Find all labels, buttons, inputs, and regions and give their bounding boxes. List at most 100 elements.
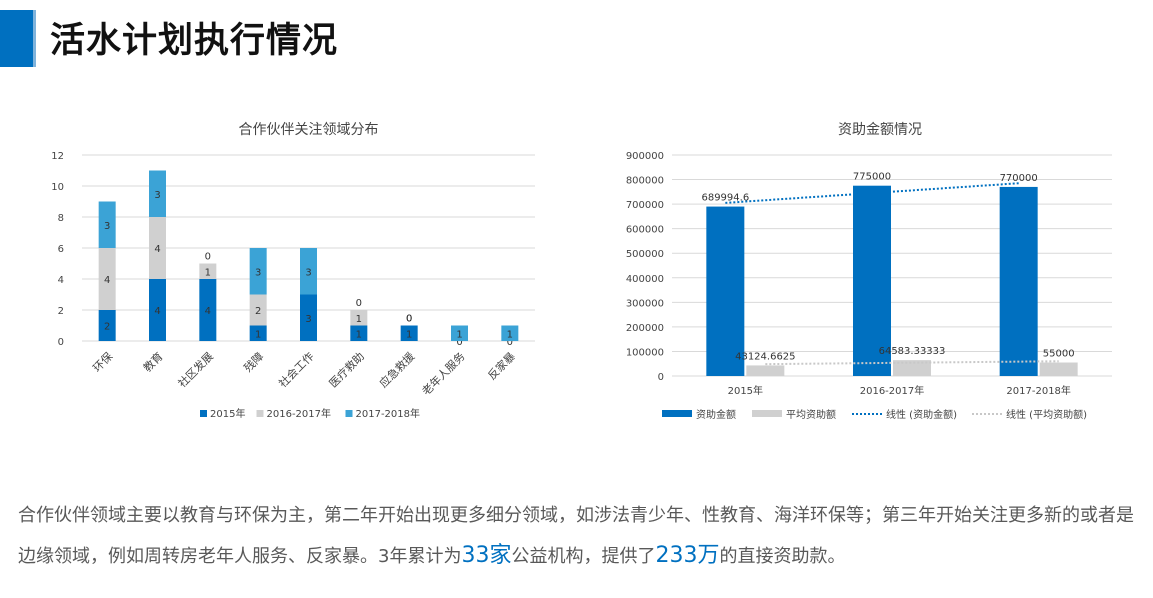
legend-label: 2016-2017年 bbox=[267, 407, 332, 420]
data-label: 775000 bbox=[853, 172, 891, 183]
data-label: 1 bbox=[356, 314, 362, 325]
data-label: 4 bbox=[205, 306, 211, 317]
y-tick-label: 100000 bbox=[626, 347, 664, 358]
bar-segment bbox=[451, 325, 468, 341]
bar-segment bbox=[350, 325, 368, 341]
data-label: 3 bbox=[305, 267, 311, 278]
category-label: 社区发展 bbox=[175, 349, 216, 390]
y-tick-label: 500000 bbox=[626, 249, 664, 260]
bar-segment bbox=[249, 325, 267, 341]
data-label: 2 bbox=[104, 322, 110, 333]
data-label: 0 bbox=[406, 314, 412, 325]
data-label: 43124.6625 bbox=[735, 351, 795, 362]
y-tick-label: 2 bbox=[58, 306, 64, 317]
page-title: 活水计划执行情况 bbox=[50, 21, 339, 61]
data-label: 0 bbox=[507, 337, 513, 348]
data-label: 689994.6 bbox=[701, 193, 749, 204]
data-label: 4 bbox=[104, 275, 110, 286]
bar bbox=[999, 186, 1038, 376]
data-label: 3 bbox=[305, 314, 311, 325]
bar-segment bbox=[350, 310, 368, 326]
summary-part-2: 公益机构，提供了 bbox=[511, 546, 656, 567]
legend-swatch bbox=[345, 410, 353, 417]
legend-swatch bbox=[752, 410, 782, 417]
bar-segment bbox=[300, 294, 317, 341]
legend-label: 2017-2018年 bbox=[356, 407, 421, 420]
legend-label: 线性 (资助金额) bbox=[886, 408, 957, 421]
category-label: 医疗救助 bbox=[326, 349, 367, 390]
title-accent-shadow bbox=[33, 10, 36, 67]
legend-swatch bbox=[256, 410, 264, 417]
category-label: 社会工作 bbox=[276, 349, 317, 390]
data-label: 3 bbox=[154, 190, 160, 201]
chart-title: 合作伙伴关注领域分布 bbox=[239, 122, 379, 138]
y-tick-label: 10 bbox=[51, 182, 64, 193]
legend-swatch bbox=[200, 410, 207, 417]
data-label: 2 bbox=[255, 306, 261, 317]
y-tick-label: 4 bbox=[58, 275, 64, 286]
bar-segment bbox=[249, 294, 267, 326]
data-label: 1 bbox=[255, 329, 261, 340]
data-label: 1 bbox=[406, 329, 412, 340]
summary-highlight-orgs: 33家 bbox=[461, 543, 512, 568]
y-tick-label: 800000 bbox=[626, 176, 664, 187]
category-label: 残障 bbox=[241, 349, 266, 374]
summary-text: 合作伙伴领域主要以教育与环保为主，第二年开始出现更多细分领域，如涉法青少年、性教… bbox=[18, 496, 1143, 577]
legend-label: 平均资助额 bbox=[786, 408, 836, 421]
data-label: 0 bbox=[356, 298, 362, 309]
category-label: 2017-2018年 bbox=[1006, 384, 1071, 397]
bar-segment bbox=[199, 263, 217, 279]
data-label: 0 bbox=[406, 314, 412, 325]
y-tick-label: 6 bbox=[58, 244, 64, 255]
bar-segment bbox=[501, 325, 519, 341]
category-label: 2015年 bbox=[728, 384, 763, 397]
data-label: 1 bbox=[507, 329, 513, 340]
y-tick-label: 900000 bbox=[626, 151, 664, 162]
legend-label: 2015年 bbox=[210, 407, 245, 420]
y-tick-label: 700000 bbox=[626, 200, 664, 211]
data-label: 3 bbox=[255, 267, 261, 278]
bar bbox=[706, 206, 745, 376]
summary-part-1: 合作伙伴领域主要以教育与环保为主，第二年开始出现更多细分领域，如涉法青少年、性教… bbox=[18, 505, 1134, 567]
y-tick-label: 12 bbox=[51, 151, 64, 162]
y-tick-label: 8 bbox=[58, 213, 64, 224]
data-label: 770000 bbox=[1000, 173, 1038, 184]
title-accent-bar bbox=[0, 10, 33, 67]
trendline bbox=[725, 182, 1019, 204]
data-label: 4 bbox=[154, 244, 160, 255]
y-tick-label: 0 bbox=[58, 337, 64, 348]
data-label: 4 bbox=[154, 306, 160, 317]
bar-segment bbox=[400, 325, 418, 341]
data-label: 1 bbox=[456, 329, 462, 340]
data-label: 0 bbox=[456, 337, 462, 348]
category-label: 2016-2017年 bbox=[860, 384, 925, 397]
bar bbox=[853, 185, 891, 376]
data-label: 0 bbox=[205, 252, 211, 263]
category-label: 反家暴 bbox=[485, 349, 518, 382]
y-tick-label: 200000 bbox=[626, 323, 664, 334]
data-label: 55000 bbox=[1043, 348, 1075, 359]
bar-segment bbox=[149, 217, 166, 279]
bar-segment bbox=[300, 248, 317, 295]
bar-segment bbox=[98, 248, 116, 310]
legend-label: 资助金额 bbox=[696, 408, 736, 421]
bar-segment bbox=[149, 279, 166, 341]
funding-amount-chart: 资助金额情况 0 100000 200000 300000 400000 500000 600… bbox=[626, 122, 1112, 421]
legend-swatch bbox=[662, 410, 692, 417]
category-label: 教育 bbox=[140, 349, 165, 374]
data-label: 3 bbox=[104, 221, 110, 232]
bar-segment bbox=[199, 279, 217, 341]
bar bbox=[893, 360, 931, 376]
y-tick-label: 400000 bbox=[626, 274, 664, 285]
y-tick-label: 600000 bbox=[626, 225, 664, 236]
data-label: 64583.33333 bbox=[879, 346, 946, 357]
y-tick-label: 0 bbox=[658, 372, 664, 383]
category-label: 环保 bbox=[90, 349, 115, 374]
bar-segment bbox=[249, 248, 267, 295]
bar-segment bbox=[149, 170, 166, 217]
category-label: 老年人服务 bbox=[419, 349, 468, 398]
bar-segment bbox=[98, 201, 116, 248]
bar-segment bbox=[98, 310, 116, 341]
y-tick-label: 300000 bbox=[626, 298, 664, 309]
category-label: 应急救援 bbox=[376, 349, 417, 390]
